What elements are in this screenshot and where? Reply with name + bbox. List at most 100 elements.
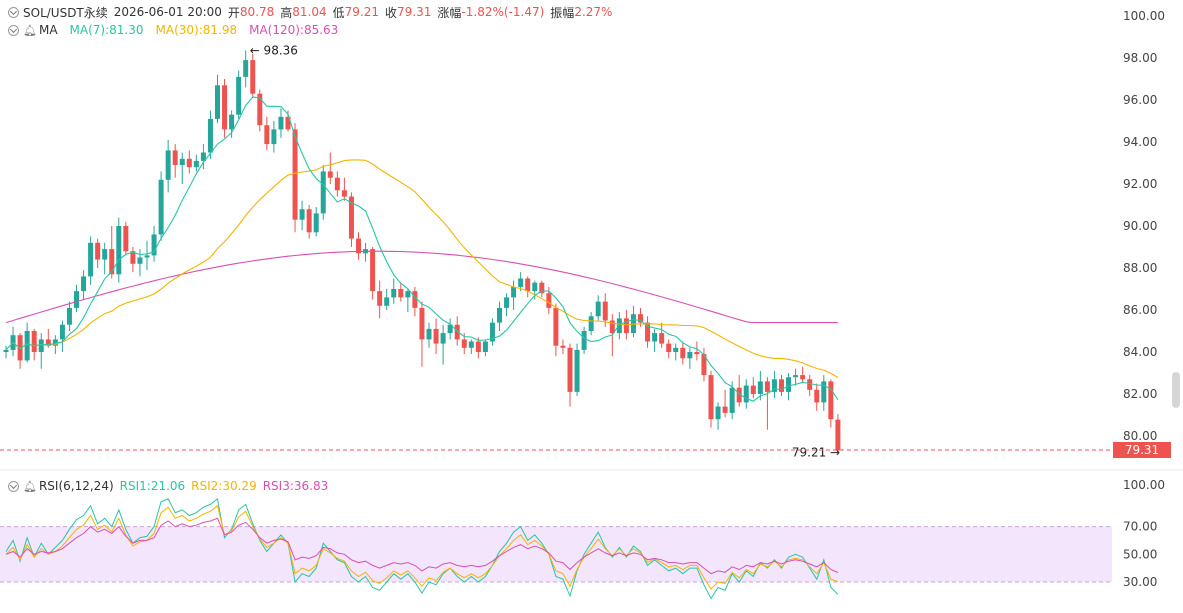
candle-body [546,293,552,308]
price-tick-label: 90.00 [1123,219,1157,233]
candle-body [652,333,658,342]
collapse-chevron-icon[interactable] [8,6,19,18]
candle-body [743,385,749,403]
candle-body [165,150,171,180]
price-tick-label: 80.00 [1123,429,1157,443]
candle-body [172,150,178,166]
ma30-line [5,159,839,378]
candle-body [729,387,735,413]
candle-body [250,60,256,94]
candle-body [638,314,643,323]
candle-body [750,385,756,394]
candle-body [222,85,228,130]
candle-body [489,322,495,342]
rsi1-value: RSI1:21.06 [119,479,186,493]
price-tick-label: 88.00 [1123,261,1157,275]
candle-body [497,307,502,323]
candle-body [567,347,573,392]
change-value: -1.82%(-1.47) [461,5,545,19]
ma120-line [5,250,838,324]
close-value: 79.31 [397,5,432,19]
high-label: 高 [280,5,293,20]
rsi-tick-label: 30.00 [1123,575,1157,589]
candle-body [151,234,157,256]
candle-body [715,406,721,420]
candle-body [179,158,185,166]
candle-body [348,196,354,239]
change-label: 涨幅 [437,5,462,20]
price-scale-scrollbar[interactable] [1172,372,1180,408]
candle-body [193,160,199,168]
collapse-chevron-icon[interactable] [8,24,19,36]
candle-body [539,282,545,294]
candle-body [31,331,37,352]
candle-body [623,318,629,334]
candle-body [292,129,298,220]
rsi-label[interactable]: RSI(6,12,24) [38,479,114,493]
candle-body [334,177,340,191]
candle-body [835,419,841,451]
candle-body [327,171,333,178]
candle-body [814,389,820,403]
rsi3-value: RSI3:36.83 [262,479,329,493]
candle-body [299,209,305,220]
candle-body [130,251,136,264]
candle-body [285,116,291,130]
ma30-value: MA(30):81.98 [155,23,238,37]
candle-body [694,352,700,355]
candle-body [426,328,432,340]
bar-datetime: 2026-06-01 20:00 [113,5,222,19]
price-tick-label: 82.00 [1123,387,1157,401]
bell-icon[interactable]: 🔔︎ [23,479,37,493]
candle-body [243,60,249,77]
candle-body [757,381,763,394]
low-label: 低 [332,5,345,20]
rsi-tick-label: 100.00 [1123,478,1165,492]
candle-body [793,375,799,378]
candle-body [137,257,143,264]
candle-body [553,307,559,346]
ohlc-legend: SOL/USDT永续 2026-06-01 20:00 开 80.78 高 81… [8,3,612,21]
open-value: 80.78 [239,5,275,19]
candle-body [666,343,672,352]
candle-body [525,278,531,292]
candle-body [88,242,94,277]
ma-label[interactable]: MA [38,23,58,37]
bell-icon[interactable]: 🔔︎ [23,23,37,37]
candle-body [3,349,9,352]
candle-body [482,341,488,352]
candle-body [645,322,651,342]
candle-body [24,331,30,361]
candle-body [264,125,270,145]
high-value: 81.04 [292,5,327,19]
candle-body [518,278,524,287]
candle-body [673,347,679,352]
rsi-line-3 [5,517,839,575]
candle-body [102,249,108,260]
candle-body [236,76,242,115]
candle-body [109,249,115,275]
symbol-name[interactable]: SOL/USDT永续 [23,5,108,20]
candle-body [616,318,622,334]
candle-body [461,339,467,348]
candle-body [440,333,446,344]
collapse-chevron-icon[interactable] [8,480,19,492]
candle-body [560,345,566,348]
candle-body [574,349,580,392]
candle-body [200,152,206,161]
candle-body [828,381,834,420]
ma-legend: 🔔︎ MA MA(7):81.30 MA(30):81.98 MA(120):8… [8,21,338,39]
candle-body [95,242,101,260]
open-label: 开 [227,5,240,20]
price-tick-label: 96.00 [1123,93,1157,107]
candle-body [602,301,608,321]
candle-body [764,381,770,392]
candle-body [687,352,693,359]
candle-body [158,179,164,235]
candle-body [821,381,827,403]
candle-body [412,291,418,308]
price-tick-label: 86.00 [1123,303,1157,317]
amplitude-value: 2.27% [574,5,613,19]
rsi-band [0,526,1112,582]
